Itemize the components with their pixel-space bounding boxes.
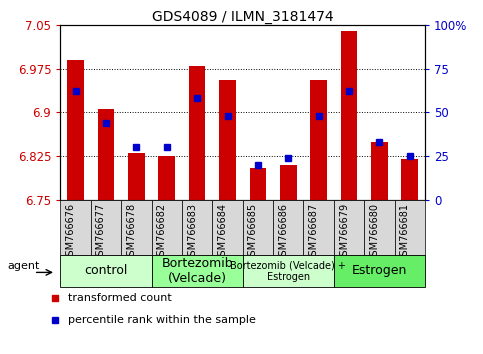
Text: GSM766676: GSM766676 — [66, 203, 75, 262]
Text: control: control — [84, 264, 128, 277]
Text: GSM766684: GSM766684 — [217, 203, 227, 262]
Bar — [219, 80, 236, 200]
Bar — [213, 200, 243, 255]
Bar — [334, 200, 364, 255]
Text: GSM766685: GSM766685 — [248, 203, 258, 262]
Bar — [152, 255, 243, 287]
Text: GSM766681: GSM766681 — [400, 203, 410, 262]
Bar — [152, 200, 182, 255]
Bar — [121, 200, 152, 255]
Text: Bortezomib (Velcade) +
Estrogen: Bortezomib (Velcade) + Estrogen — [230, 260, 346, 282]
Bar — [364, 200, 395, 255]
Bar — [128, 153, 145, 200]
Bar — [98, 109, 114, 200]
Text: GSM766687: GSM766687 — [309, 203, 319, 262]
Bar — [303, 200, 334, 255]
Text: transformed count: transformed count — [68, 293, 172, 303]
Bar — [310, 80, 327, 200]
Bar — [401, 159, 418, 200]
Title: GDS4089 / ILMN_3181474: GDS4089 / ILMN_3181474 — [152, 10, 334, 24]
Text: Bortezomib
(Velcade): Bortezomib (Velcade) — [161, 257, 233, 285]
Text: GSM766677: GSM766677 — [96, 203, 106, 262]
Bar — [60, 255, 152, 287]
Bar — [371, 142, 388, 200]
Text: GSM766678: GSM766678 — [127, 203, 136, 262]
Text: Estrogen: Estrogen — [352, 264, 407, 277]
Text: percentile rank within the sample: percentile rank within the sample — [68, 315, 256, 325]
Bar — [250, 168, 266, 200]
Bar — [341, 31, 357, 200]
Bar — [60, 200, 91, 255]
Bar — [273, 200, 303, 255]
Text: GSM766686: GSM766686 — [278, 203, 288, 262]
Bar — [280, 165, 297, 200]
Bar — [182, 200, 213, 255]
Bar — [334, 255, 425, 287]
Bar — [395, 200, 425, 255]
Text: GSM766682: GSM766682 — [157, 203, 167, 262]
Bar — [243, 200, 273, 255]
Text: GSM766683: GSM766683 — [187, 203, 197, 262]
Text: agent: agent — [8, 261, 40, 271]
Bar — [158, 156, 175, 200]
Bar — [91, 200, 121, 255]
Bar — [67, 60, 84, 200]
Text: GSM766680: GSM766680 — [369, 203, 380, 262]
Text: GSM766679: GSM766679 — [339, 203, 349, 262]
Bar — [243, 255, 334, 287]
Bar — [189, 66, 205, 200]
